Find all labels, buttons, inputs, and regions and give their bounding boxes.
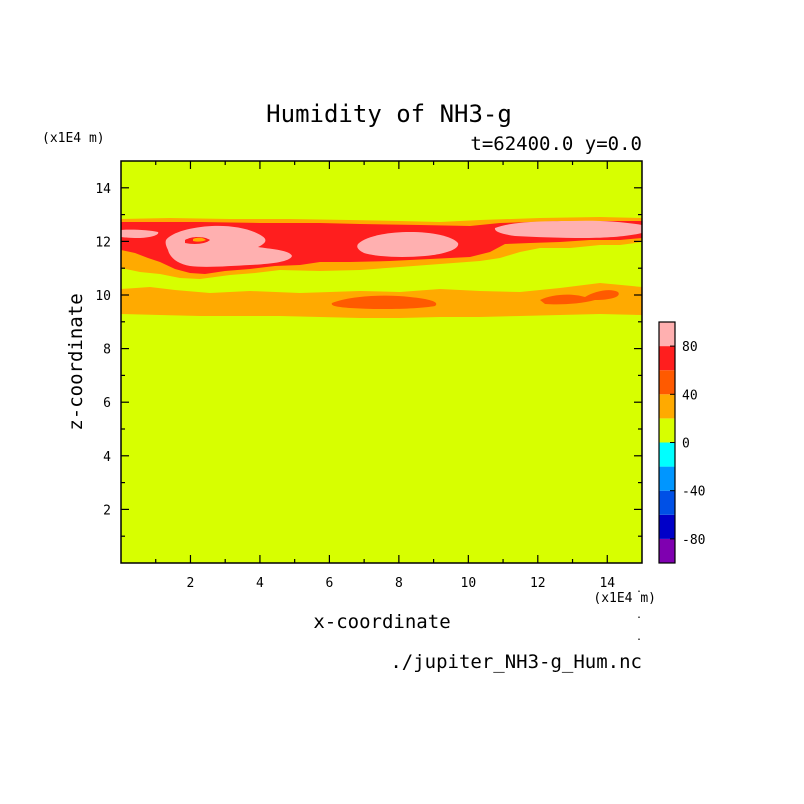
- x-tick-label: 14: [599, 576, 615, 591]
- x-tick-label: 6: [325, 576, 333, 591]
- colorbar-tick-label: 40: [682, 388, 698, 403]
- region-pink-blob-left: [165, 225, 292, 267]
- colorbar-swatch: [659, 418, 675, 443]
- y-axis: 2 4 6 8 10 12 14: [95, 182, 642, 537]
- colorbar-swatch: [659, 490, 675, 515]
- y-tick-label: 2: [103, 503, 111, 518]
- region-orange-hole-left: [193, 237, 206, 242]
- colorbar-swatch: [659, 370, 675, 395]
- dot-mark: .: [636, 610, 642, 621]
- x-unit-label: (x1E4 m): [593, 591, 656, 606]
- colorbar-swatch: [659, 322, 675, 347]
- colorbar-swatch: [659, 514, 675, 539]
- plot-area: [120, 160, 643, 564]
- dot-mark: .: [636, 632, 642, 643]
- y-tick-label: 8: [103, 343, 111, 358]
- colorbar-swatch: [659, 346, 675, 371]
- colorbar-tick-label: 80: [682, 340, 698, 355]
- x-tick-label: 10: [461, 576, 477, 591]
- colorbar-tick-label: 0: [682, 437, 690, 452]
- y-axis-label: z-coordinate: [65, 293, 87, 430]
- y-tick-label: 14: [95, 182, 111, 197]
- plot-frame: [120, 160, 643, 564]
- region-darkorange-patch-center: [331, 295, 437, 310]
- colorbar: -80 -40 0 40 80: [658, 321, 705, 564]
- x-tick-label: 2: [187, 576, 195, 591]
- colorbar-swatch: [659, 394, 675, 419]
- x-tick-label: 4: [256, 576, 264, 591]
- y-tick-label: 6: [103, 396, 111, 411]
- colorbar-swatch: [659, 442, 675, 467]
- region-pink-blob-right: [494, 220, 642, 238]
- colorbar-tick-label: -80: [682, 533, 705, 548]
- contour-fills: [121, 161, 642, 563]
- x-tick-label: 8: [395, 576, 403, 591]
- source-file-label: ./jupiter_NH3-g_Hum.nc: [390, 651, 642, 673]
- region-pink-blob-center: [357, 232, 459, 257]
- chart-subtitle: t=62400.0 y=0.0: [470, 133, 642, 155]
- y-unit-label: (x1E4 m): [42, 131, 105, 146]
- region-pink-blob-left-edge: [121, 229, 159, 238]
- y-tick-label: 12: [95, 235, 111, 250]
- colorbar-swatch: [659, 538, 675, 563]
- chart-title: Humidity of NH3-g: [266, 100, 512, 128]
- colorbar-swatch: [659, 466, 675, 491]
- region-darkorange-patch-right: [540, 290, 619, 305]
- colorbar-tick-label: -40: [682, 485, 705, 500]
- dot-mark: .: [636, 584, 642, 595]
- x-axis: 2 4 6 8 10 12 14: [155, 161, 615, 591]
- y-tick-label: 4: [103, 450, 111, 465]
- x-tick-label: 12: [530, 576, 546, 591]
- y-tick-label: 10: [95, 289, 111, 304]
- x-axis-label: x-coordinate: [313, 611, 450, 633]
